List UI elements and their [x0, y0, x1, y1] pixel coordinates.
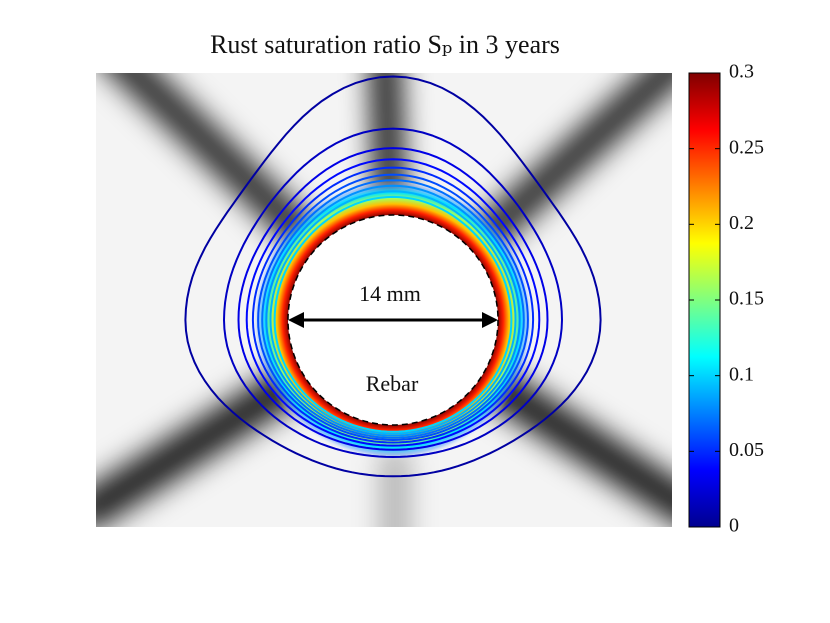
- contour-line: [261, 179, 525, 439]
- contour-line: [257, 173, 529, 442]
- colorbar-axis: 0 0.05 0.1 0.15 0.2 0.25 0.3: [689, 61, 764, 537]
- chart-title: Rust saturation ratio Sₚ in 3 years: [210, 30, 560, 59]
- contour-line: [222, 127, 564, 459]
- tick-label: 0: [729, 515, 739, 537]
- contour-line: [184, 75, 602, 478]
- contour-line: [251, 166, 535, 444]
- contour-line: [265, 184, 521, 437]
- tick-label: 0.25: [729, 136, 764, 158]
- tick-label: 0.15: [729, 288, 764, 310]
- annotation: 14 mm: [359, 281, 421, 306]
- tick-label: 0.3: [729, 61, 754, 83]
- contour-line: [237, 147, 549, 451]
- contour-group: [184, 75, 602, 478]
- contour-line: [273, 195, 513, 433]
- contour-line: [245, 158, 541, 447]
- tick-label: 0.2: [729, 212, 754, 234]
- colorbar: [688, 72, 721, 528]
- tick-label: 0.1: [729, 363, 754, 385]
- tick-label: 0.05: [729, 439, 764, 461]
- plot-area: 14 mm Rebar: [96, 73, 672, 527]
- annotation: Rebar: [366, 371, 419, 396]
- contour-line: [269, 190, 517, 435]
